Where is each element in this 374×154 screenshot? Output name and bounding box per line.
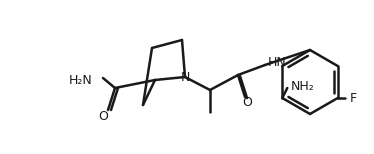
Text: H₂N: H₂N (69, 73, 93, 87)
Text: O: O (98, 111, 108, 124)
Text: O: O (242, 95, 252, 109)
Text: N: N (180, 71, 190, 83)
Text: NH₂: NH₂ (290, 79, 314, 93)
Text: HN: HN (268, 55, 287, 69)
Text: F: F (350, 91, 357, 105)
